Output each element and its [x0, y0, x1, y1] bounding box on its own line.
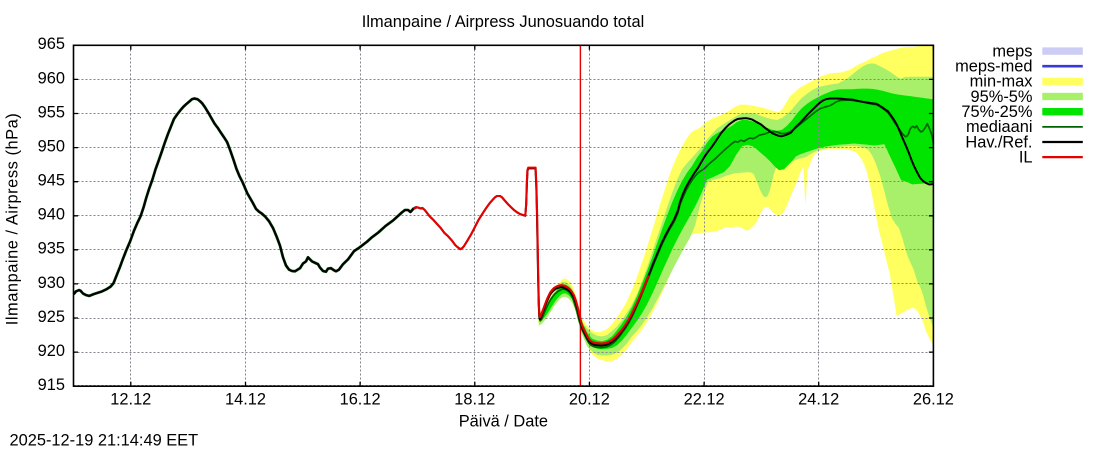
svg-text:915: 915	[38, 376, 65, 394]
svg-text:75%-25%: 75%-25%	[961, 103, 1032, 121]
svg-text:16.12: 16.12	[340, 391, 381, 409]
svg-text:2025-12-19 21:14:49 EET: 2025-12-19 21:14:49 EET	[10, 432, 199, 450]
svg-text:Päivä / Date: Päivä / Date	[459, 412, 548, 430]
svg-text:Hav./Ref.: Hav./Ref.	[965, 133, 1032, 151]
svg-text:965: 965	[38, 35, 65, 53]
svg-text:min-max: min-max	[970, 73, 1034, 91]
svg-text:22.12: 22.12	[684, 391, 725, 409]
svg-text:940: 940	[38, 206, 65, 224]
svg-text:945: 945	[38, 172, 65, 190]
svg-text:14.12: 14.12	[225, 391, 266, 409]
svg-text:24.12: 24.12	[798, 391, 839, 409]
svg-text:925: 925	[38, 308, 65, 326]
svg-text:935: 935	[38, 240, 65, 258]
svg-text:mediaani: mediaani	[966, 118, 1033, 136]
svg-text:26.12: 26.12	[913, 391, 954, 409]
svg-text:20.12: 20.12	[569, 391, 610, 409]
svg-text:IL: IL	[1019, 148, 1033, 166]
svg-text:Ilmanpaine / Airpress (hPa): Ilmanpaine / Airpress (hPa)	[4, 113, 22, 326]
svg-text:950: 950	[38, 138, 65, 156]
svg-text:955: 955	[38, 103, 65, 121]
svg-text:960: 960	[38, 69, 65, 87]
svg-text:meps-med: meps-med	[955, 58, 1032, 76]
svg-text:meps: meps	[992, 42, 1032, 60]
svg-text:18.12: 18.12	[454, 391, 495, 409]
svg-text:95%-5%: 95%-5%	[971, 88, 1033, 106]
svg-text:920: 920	[38, 342, 65, 360]
svg-text:Ilmanpaine / Airpress Junosuan: Ilmanpaine / Airpress Junosuando total	[362, 13, 644, 31]
svg-text:12.12: 12.12	[110, 391, 151, 409]
svg-text:930: 930	[38, 274, 65, 292]
